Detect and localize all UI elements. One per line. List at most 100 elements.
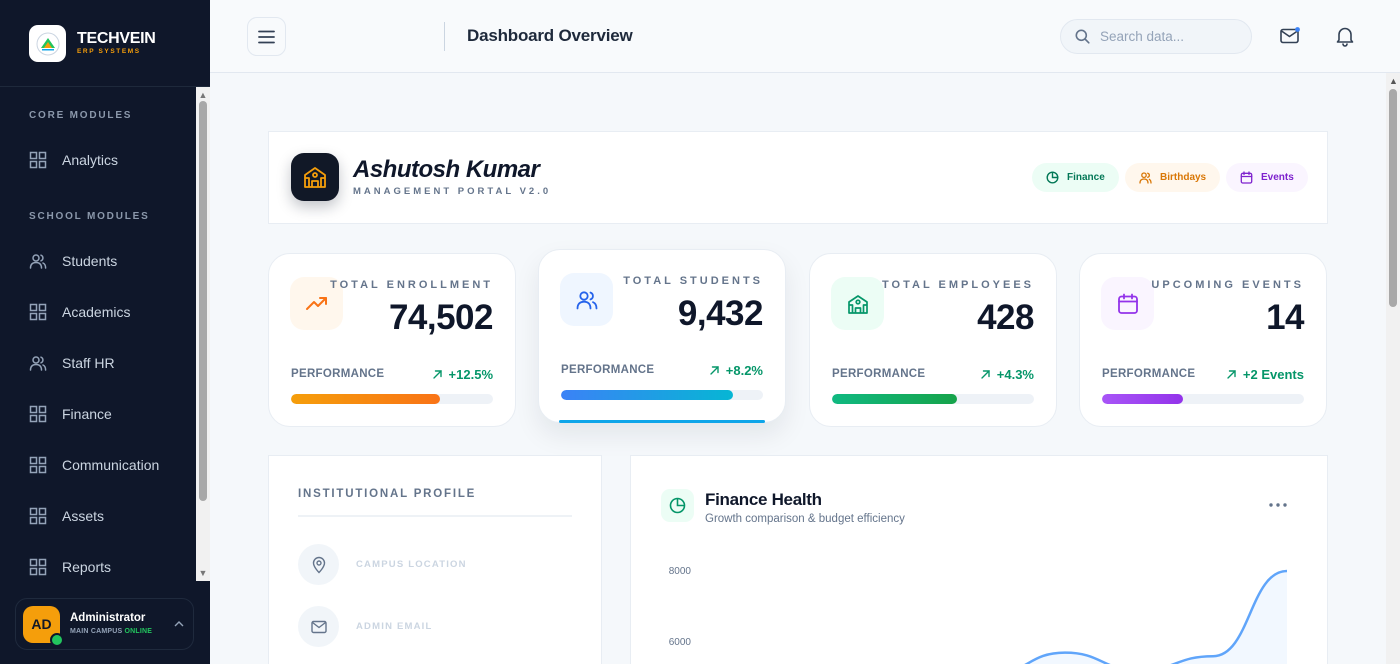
progress-track <box>832 394 1034 404</box>
scroll-up-arrow-icon[interactable]: ▲ <box>198 90 208 100</box>
sidebar-item-label: Analytics <box>62 152 119 168</box>
pie-chart-icon <box>1046 171 1059 184</box>
stat-value: 428 <box>977 298 1034 337</box>
calendar-icon-box <box>1101 277 1154 330</box>
stat-value: 14 <box>1266 298 1304 337</box>
y-tick-label: 6000 <box>669 637 692 648</box>
map-pin-icon <box>312 556 325 573</box>
grid-icon <box>29 151 47 169</box>
grid-icon <box>29 507 47 525</box>
user-greeting-name: Ashutosh Kumar <box>353 156 540 183</box>
progress-fill <box>291 394 441 404</box>
search-icon <box>1075 29 1090 44</box>
scrollbar-thumb[interactable] <box>199 101 207 501</box>
sidebar-item-academics[interactable]: Academics <box>29 300 130 324</box>
sidebar-item-staff-hr[interactable]: Staff HR <box>29 351 115 375</box>
grid-icon <box>29 405 47 423</box>
chip-label: Events <box>1261 172 1294 183</box>
stat-label: UPCOMING EVENTS <box>1151 279 1304 291</box>
performance-delta: +4.3% <box>980 367 1034 382</box>
brand-name: TECHVEIN <box>77 30 156 48</box>
grid-icon <box>29 303 47 321</box>
users-icon <box>1139 172 1152 184</box>
progress-fill <box>1102 394 1183 404</box>
sidebar-item-communication[interactable]: Communication <box>29 453 159 477</box>
brand-subtitle: ERP SYSTEMS <box>77 48 141 56</box>
active-underline <box>559 420 765 423</box>
calendar-icon <box>1240 171 1253 184</box>
section-label-core: CORE MODULES <box>29 110 133 121</box>
school-icon-box <box>291 153 339 201</box>
sidebar-item-students[interactable]: Students <box>29 249 117 273</box>
map-pin-icon-box <box>298 544 339 585</box>
performance-label: PERFORMANCE <box>1102 368 1196 380</box>
panel-subtitle: Growth comparison & budget efficiency <box>705 513 905 525</box>
scroll-up-arrow-icon[interactable]: ▲ <box>1389 76 1398 86</box>
birthdays-chip[interactable]: Birthdays <box>1125 163 1221 192</box>
scrollbar-thumb[interactable] <box>1389 89 1397 307</box>
mail-button[interactable] <box>1279 25 1301 47</box>
stat-value: 74,502 <box>388 298 494 337</box>
search-box[interactable] <box>1060 19 1252 54</box>
series-area <box>1026 571 1287 664</box>
institutional-profile-panel: INSTITUTIONAL PROFILE CAMPUS LOCATION AD… <box>268 455 602 664</box>
scroll-down-arrow-icon[interactable]: ▼ <box>198 568 208 578</box>
page-title: Dashboard Overview <box>467 26 633 45</box>
sidebar-item-analytics[interactable]: Analytics <box>29 148 118 172</box>
users-icon <box>29 254 47 269</box>
users-icon <box>29 356 47 371</box>
user-status: ONLINE <box>124 627 153 635</box>
profile-row-admin-email: ADMIN EMAIL <box>298 606 433 647</box>
progress-track <box>561 390 763 400</box>
arrow-up-right-icon <box>710 366 719 375</box>
logo-icon <box>36 32 59 55</box>
users-icon <box>576 290 597 309</box>
performance-label: PERFORMANCE <box>832 368 926 380</box>
performance-delta: +2 Events <box>1226 367 1304 382</box>
stat-card-events[interactable]: UPCOMING EVENTS 14 PERFORMANCE +2 Events <box>1079 253 1327 427</box>
performance-label: PERFORMANCE <box>291 368 385 380</box>
finance-chip[interactable]: Finance <box>1032 163 1119 192</box>
events-chip[interactable]: Events <box>1226 163 1308 192</box>
sidebar: TECHVEIN ERP SYSTEMS CORE MODULES Analyt… <box>0 0 210 664</box>
stat-card-students[interactable]: TOTAL STUDENTS 9,432 PERFORMANCE +8.2% <box>538 249 786 423</box>
sidebar-item-reports[interactable]: Reports <box>29 555 111 579</box>
brand[interactable]: TECHVEIN ERP SYSTEMS <box>29 25 156 62</box>
user-meta: MAIN CAMPUS ONLINE <box>70 628 152 636</box>
main-scrollbar[interactable]: ▲ <box>1386 73 1400 664</box>
trending-up-icon <box>305 296 327 310</box>
performance-label: PERFORMANCE <box>561 364 655 376</box>
search-input[interactable] <box>1100 29 1230 44</box>
school-icon <box>847 294 868 314</box>
sidebar-scrollbar[interactable]: ▲ ▼ <box>196 87 210 581</box>
arrow-up-right-icon <box>1227 370 1236 379</box>
menu-toggle-button[interactable] <box>247 17 286 56</box>
y-tick-label: 8000 <box>669 566 692 577</box>
building-icon-box <box>831 277 884 330</box>
delta-value: +12.5% <box>448 367 493 382</box>
sidebar-item-finance[interactable]: Finance <box>29 402 112 426</box>
stat-card-employees[interactable]: TOTAL EMPLOYEES 428 PERFORMANCE +4.3% <box>809 253 1057 427</box>
notifications-button[interactable] <box>1334 25 1356 47</box>
portal-version: MANAGEMENT PORTAL V2.0 <box>353 186 552 197</box>
stat-label: TOTAL ENROLLMENT <box>330 279 493 291</box>
stat-card-enrollment[interactable]: TOTAL ENROLLMENT 74,502 PERFORMANCE +12.… <box>268 253 516 427</box>
chevron-up-icon <box>174 619 184 630</box>
panel-title: INSTITUTIONAL PROFILE <box>298 488 477 500</box>
progress-fill <box>832 394 958 404</box>
profile-row-campus-location: CAMPUS LOCATION <box>298 544 467 585</box>
more-options-button[interactable] <box>1267 494 1289 516</box>
user-profile-card[interactable]: AD Administrator MAIN CAMPUS ONLINE <box>15 598 194 650</box>
chip-label: Birthdays <box>1160 172 1207 183</box>
sidebar-item-label: Students <box>62 253 118 269</box>
avatar: AD <box>23 605 64 647</box>
user-campus: MAIN CAMPUS <box>70 627 123 635</box>
sidebar-item-assets[interactable]: Assets <box>29 504 104 528</box>
welcome-card: Ashutosh Kumar MANAGEMENT PORTAL V2.0 Fi… <box>268 131 1328 224</box>
pie-chart-icon-box <box>661 489 694 522</box>
grid-icon <box>29 456 47 474</box>
grid-icon <box>29 558 47 576</box>
delta-value: +4.3% <box>996 367 1034 382</box>
header-divider <box>444 22 445 51</box>
user-name: Administrator <box>70 612 146 625</box>
